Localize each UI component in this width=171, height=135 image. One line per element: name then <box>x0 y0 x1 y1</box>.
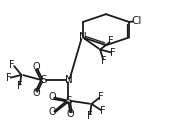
Text: O: O <box>32 63 40 72</box>
Text: F: F <box>98 92 104 102</box>
Text: F: F <box>17 81 22 91</box>
Text: S: S <box>65 96 72 106</box>
Text: O: O <box>48 92 56 102</box>
Text: O: O <box>32 88 40 98</box>
Text: O: O <box>66 109 74 119</box>
Text: Cl: Cl <box>131 16 142 26</box>
Text: N: N <box>64 75 72 85</box>
Text: F: F <box>108 36 114 46</box>
Text: F: F <box>101 56 106 66</box>
Text: N: N <box>79 32 87 43</box>
Text: F: F <box>87 111 93 121</box>
Text: S: S <box>40 75 47 85</box>
Text: F: F <box>110 48 116 58</box>
Text: F: F <box>9 60 15 70</box>
Text: F: F <box>100 106 105 116</box>
Text: F: F <box>6 73 11 83</box>
Text: O: O <box>48 107 56 117</box>
